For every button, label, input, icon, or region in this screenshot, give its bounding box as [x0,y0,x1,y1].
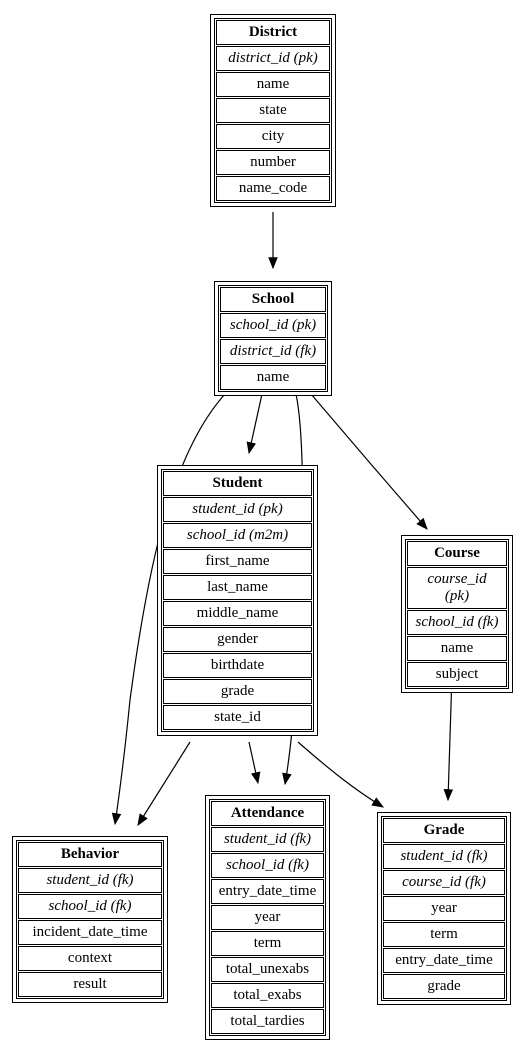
entity-field: total_unexabs [211,957,324,982]
entity-field: entry_date_time [211,879,324,904]
entity-field: city [216,124,330,149]
entity-title-attendance: Attendance [211,801,324,826]
entity-field: total_exabs [211,983,324,1008]
entity-field: student_id (pk) [163,497,312,522]
entity-field: subject [407,662,507,687]
entity-field: grade [163,679,312,704]
entity-field: incident_date_time [18,920,162,945]
entity-field: year [383,896,505,921]
entity-school: Schoolschool_id (pk)district_id (fk)name [214,281,332,396]
entity-field: term [383,922,505,947]
entity-field: birthdate [163,653,312,678]
entity-grade: Gradestudent_id (fk)course_id (fk)yearte… [377,812,511,1005]
entity-field: year [211,905,324,930]
entity-field: name [216,72,330,97]
entity-field: student_id (fk) [211,827,324,852]
entity-title-district: District [216,20,330,45]
entity-attendance: Attendancestudent_id (fk)school_id (fk)e… [205,795,330,1040]
entity-field: state_id [163,705,312,730]
entity-field: entry_date_time [383,948,505,973]
entity-title-grade: Grade [383,818,505,843]
entity-field: last_name [163,575,312,600]
entity-field: term [211,931,324,956]
entity-field: context [18,946,162,971]
entity-field: school_id (fk) [407,610,507,635]
entity-field: name_code [216,176,330,201]
entity-field: student_id (fk) [383,844,505,869]
entity-field: school_id (fk) [211,853,324,878]
entity-field: school_id (pk) [220,313,326,338]
entity-field: student_id (fk) [18,868,162,893]
entity-field: name [220,365,326,390]
entity-field: state [216,98,330,123]
entity-field: middle_name [163,601,312,626]
entity-field: name [407,636,507,661]
entity-field: school_id (m2m) [163,523,312,548]
entity-title-student: Student [163,471,312,496]
entity-field: total_tardies [211,1009,324,1034]
entity-field: first_name [163,549,312,574]
entity-field: result [18,972,162,997]
edge-student-to-behavior [138,742,190,825]
entity-field: course_id (pk) [407,567,507,609]
entity-student: Studentstudent_id (pk)school_id (m2m)fir… [157,465,318,736]
entity-field: course_id (fk) [383,870,505,895]
entity-title-course: Course [407,541,507,566]
entity-course: Coursecourse_id (pk)school_id (fk)namesu… [401,535,513,693]
entity-district: Districtdistrict_id (pk)namestatecitynum… [210,14,336,207]
entity-field: gender [163,627,312,652]
entity-field: number [216,150,330,175]
entity-behavior: Behaviorstudent_id (fk)school_id (fk)inc… [12,836,168,1003]
edge-school-to-student [249,394,262,453]
entity-field: school_id (fk) [18,894,162,919]
edge-student-to-attendance [249,742,258,783]
edge-school-to-course [311,394,427,529]
entity-field: district_id (fk) [220,339,326,364]
entity-title-school: School [220,287,326,312]
entity-title-behavior: Behavior [18,842,162,867]
entity-field: district_id (pk) [216,46,330,71]
entity-field: grade [383,974,505,999]
